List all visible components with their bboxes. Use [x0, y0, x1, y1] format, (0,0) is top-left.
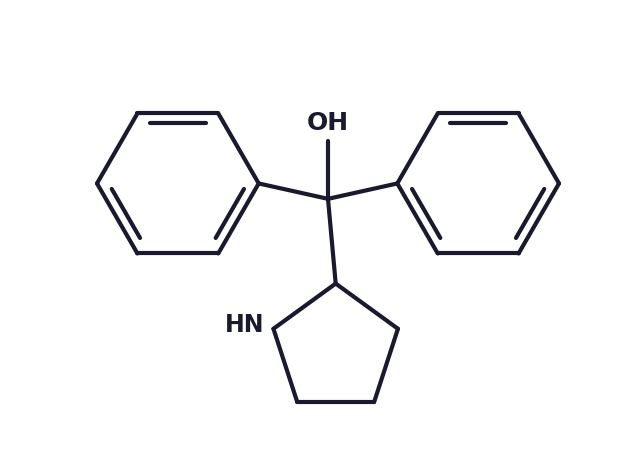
Text: OH: OH: [307, 111, 349, 135]
Text: HN: HN: [225, 313, 264, 337]
